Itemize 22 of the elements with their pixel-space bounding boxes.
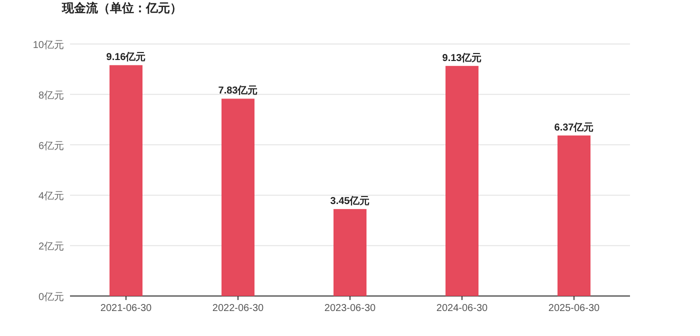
data-label: 6.37亿元 bbox=[554, 121, 594, 134]
data-label: 7.83亿元 bbox=[218, 84, 258, 97]
x-tick-label: 2025-06-30 bbox=[548, 303, 600, 314]
y-tick-label: 10亿元 bbox=[32, 40, 64, 51]
y-tick-label: 6亿元 bbox=[38, 140, 64, 152]
y-tick-label: 4亿元 bbox=[38, 191, 64, 202]
data-label: 9.13亿元 bbox=[442, 52, 482, 64]
bar bbox=[110, 65, 142, 296]
x-tick-label: 2024-06-30 bbox=[436, 303, 488, 314]
data-label: 9.16亿元 bbox=[106, 51, 146, 64]
y-tick-label: 0亿元 bbox=[38, 292, 64, 303]
x-tick-label: 2021-06-30 bbox=[100, 303, 152, 314]
bar bbox=[446, 66, 478, 296]
bar bbox=[558, 135, 590, 296]
x-tick-label: 2022-06-30 bbox=[212, 303, 264, 314]
y-tick-label: 2亿元 bbox=[38, 242, 64, 253]
bar bbox=[222, 98, 254, 296]
chart-title: 现金流（单位：亿元） bbox=[61, 1, 182, 15]
y-tick-label: 8亿元 bbox=[38, 90, 64, 102]
data-label: 3.45亿元 bbox=[330, 195, 370, 208]
x-tick-label: 2023-06-30 bbox=[324, 303, 376, 314]
bar bbox=[334, 209, 366, 296]
